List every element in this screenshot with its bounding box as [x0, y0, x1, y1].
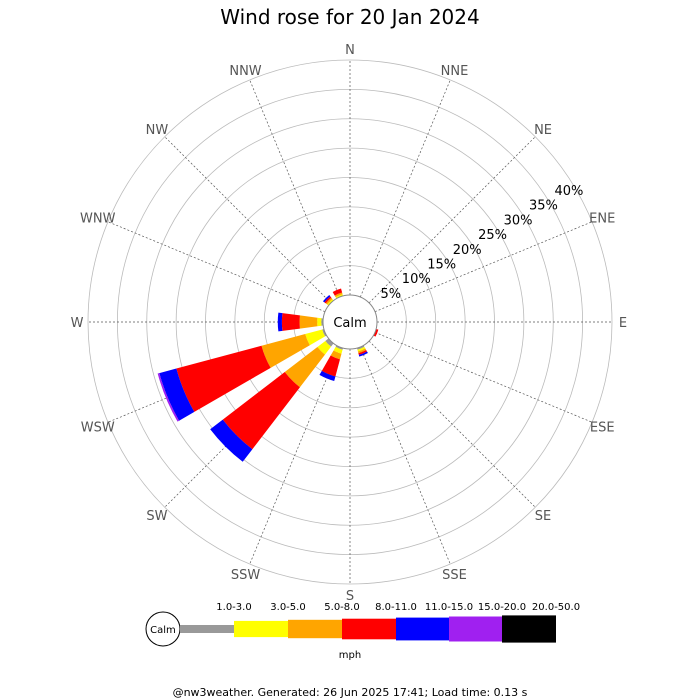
legend-label-8.0-11.0: 8.0-11.0	[375, 602, 417, 613]
petal-sse-1.0-3.0	[356, 345, 365, 350]
legend-swatch-3.0-5.0	[234, 620, 288, 638]
direction-label-wnw: WNW	[80, 212, 116, 227]
direction-label-w: W	[71, 316, 84, 331]
spoke-ne	[368, 136, 536, 304]
petal-wsw-1.0-3.0	[322, 328, 327, 337]
direction-label-ne: NE	[534, 123, 552, 138]
polar-grid	[87, 59, 613, 585]
petal-wsw-11.0-15.0	[159, 368, 195, 421]
petal-w-8.0-11.0	[281, 313, 300, 331]
petal-nnw-8.0-11.0	[332, 288, 343, 296]
grid-ring-8	[87, 59, 613, 585]
direction-labels: N NNE NE ENE E ESE SE SSE S SSW SW WSW W WNW NW NNW	[71, 43, 628, 604]
direction-label-nw: NW	[146, 123, 169, 138]
legend: Calm 1.0-3.0 3.0-5.0 5.0-8.0 8.0-11.0 11.0-15…	[145, 602, 580, 661]
grid-ring-2	[263, 235, 437, 409]
direction-label-ene: ENE	[589, 212, 615, 227]
direction-label-ese: ESE	[590, 420, 615, 435]
legend-label-20.0-50.0: 20.0-50.0	[532, 602, 580, 613]
petal-wsw-5.0-8.0	[261, 334, 310, 368]
direction-label-s: S	[346, 589, 354, 604]
petal-w-11.0-15.0	[277, 312, 283, 332]
petal-ese-8.0-11.0	[373, 328, 379, 337]
radial-tick-label: 25%	[478, 228, 507, 243]
petal-sse-11.0-15.0	[358, 351, 368, 357]
petal-wsw-8.0-11.0	[176, 345, 271, 412]
petal-nw-3.0-5.0	[327, 299, 334, 306]
petal-wsw-3.0-5.0	[305, 329, 326, 346]
legend-unit: mph	[339, 650, 361, 661]
spoke-nw	[164, 136, 332, 304]
direction-label-n: N	[345, 43, 355, 58]
petal-nw-11.0-15.0	[322, 294, 331, 303]
petal-ssw-3.0-5.0	[333, 346, 343, 354]
direction-label-wsw: WSW	[81, 420, 115, 435]
radial-tick-labels: 5%10%15%20%25%30%35%40%	[381, 184, 584, 302]
legend-label-5.0-8.0: 5.0-8.0	[324, 602, 359, 613]
petal-nw-5.0-8.0	[325, 297, 333, 305]
petal-sw-5.0-8.0	[284, 347, 325, 388]
spoke-nnw	[249, 79, 340, 298]
radial-tick-label: 10%	[402, 272, 431, 287]
petal-ssw-1.0-3.0	[335, 345, 344, 350]
direction-label-e: E	[619, 316, 627, 331]
radial-tick-label: 40%	[554, 184, 583, 199]
spoke-nne	[360, 79, 451, 298]
direction-label-sse: SSE	[442, 568, 467, 583]
petal-ssw-5.0-8.0	[330, 350, 342, 360]
petal-sw-3.0-5.0	[317, 340, 332, 355]
radial-tick-label: 30%	[504, 213, 533, 228]
petal-sse-3.0-5.0	[357, 346, 366, 352]
legend-swatch-20.0-50.0	[502, 615, 556, 643]
spoke-wnw	[107, 221, 326, 312]
petal-layer	[157, 288, 379, 462]
direction-label-se: SE	[535, 509, 551, 524]
petal-w-5.0-8.0	[299, 315, 318, 329]
legend-swatch-15.0-20.0	[449, 616, 502, 642]
legend-label-3.0-5.0: 3.0-5.0	[270, 602, 305, 613]
calm-label: Calm	[333, 316, 366, 331]
legend-swatch-11.0-15.0	[396, 617, 449, 641]
spoke-se	[368, 340, 536, 508]
legend-calm-label: Calm	[150, 625, 176, 636]
petal-wsw-15.0-20.0	[157, 373, 180, 422]
direction-label-sw: SW	[146, 509, 167, 524]
petal-sse-5.0-8.0	[357, 348, 367, 354]
petal-nw-8.0-11.0	[324, 296, 332, 304]
calm-circle	[322, 294, 378, 350]
radial-tick-label: 15%	[427, 257, 456, 272]
radial-tick-label: 5%	[381, 287, 402, 302]
petal-nnw-5.0-8.0	[334, 292, 343, 298]
petal-sw-11.0-15.0	[210, 419, 253, 462]
legend-swatch-1.0-3.0	[180, 625, 234, 633]
legend-label-1.0-3.0: 1.0-3.0	[216, 602, 251, 613]
spoke-ese	[374, 332, 593, 423]
petal-ssw-11.0-15.0	[319, 370, 336, 381]
grid-ring-5	[175, 147, 525, 497]
petal-sse-8.0-11.0	[358, 349, 368, 355]
legend-label-11.0-15.0: 11.0-15.0	[425, 602, 473, 613]
petal-w-3.0-5.0	[317, 317, 322, 327]
spoke-ene	[374, 221, 593, 312]
direction-label-nne: NNE	[441, 64, 469, 79]
spoke-sse	[360, 346, 451, 565]
legend-label-15.0-20.0: 15.0-20.0	[478, 602, 526, 613]
petal-sw-8.0-11.0	[222, 372, 300, 450]
direction-label-nnw: NNW	[229, 64, 261, 79]
footer-credit: @nw3weather. Generated: 26 Jun 2025 17:4…	[173, 686, 528, 699]
petal-nnw-3.0-5.0	[335, 294, 344, 299]
legend-swatch-5.0-8.0	[288, 619, 342, 639]
legend-swatch-8.0-11.0	[342, 618, 396, 640]
direction-label-ssw: SSW	[231, 568, 261, 583]
radial-tick-label: 35%	[529, 199, 558, 214]
petal-sw-1.0-3.0	[325, 338, 334, 347]
spoke-ssw	[249, 346, 340, 565]
calm-layer: Calm	[322, 294, 378, 350]
petal-ssw-8.0-11.0	[321, 355, 340, 377]
chart-title: Wind rose for 20 Jan 2024	[220, 5, 479, 29]
radial-tick-label: 20%	[453, 243, 482, 258]
